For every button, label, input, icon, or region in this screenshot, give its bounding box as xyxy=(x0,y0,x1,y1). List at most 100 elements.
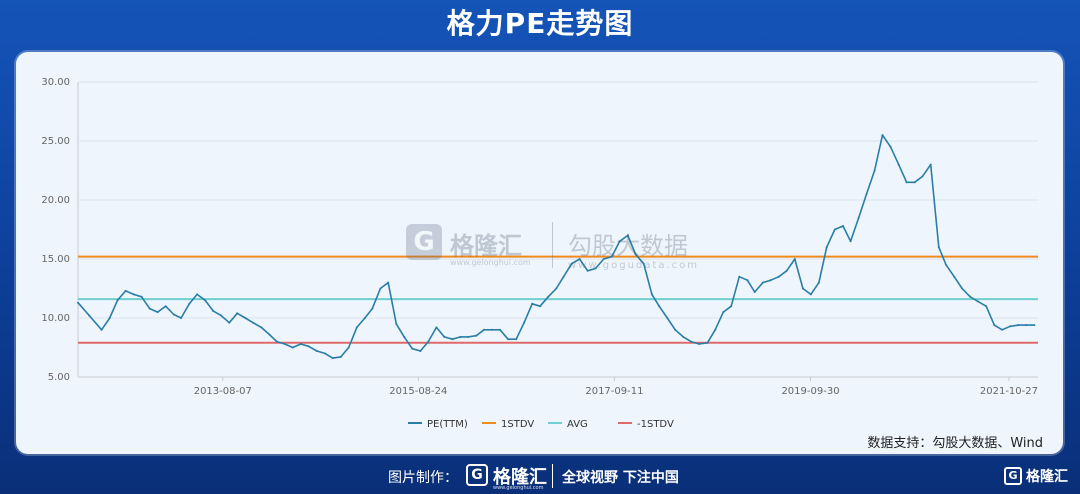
pe-ttm-point xyxy=(873,169,876,172)
pe-ttm-point xyxy=(443,335,446,338)
pe-ttm-point xyxy=(961,287,964,290)
pe-ttm-point xyxy=(435,326,438,329)
footer-slogan: 全球视野 下注中国 xyxy=(562,470,679,486)
pe-ttm-point xyxy=(626,234,629,237)
pe-ttm-point xyxy=(507,338,510,341)
pe-ttm-point xyxy=(793,258,796,260)
pe-ttm-point xyxy=(172,313,175,316)
pe-ttm-point xyxy=(427,340,430,343)
pe-ttm-point xyxy=(602,258,605,260)
y-tick-label: 10.00 xyxy=(41,313,70,324)
pe-ttm-point xyxy=(315,350,318,352)
footer-made-by: 图片制作： xyxy=(388,470,458,486)
pe-ttm-point xyxy=(674,328,677,331)
legend-label: -1STDV xyxy=(637,419,674,430)
pe-chart: 30.00 25.00 20.00 15.00 10.00 5.00 2013-08-07… xyxy=(41,77,1038,430)
footer: 图片制作： G 格隆汇 www.gelonghui.com 全球视野 下注中国 … xyxy=(0,458,1080,494)
pe-ttm-point xyxy=(682,335,685,338)
pe-ttm-point xyxy=(403,335,406,338)
pe-ttm-point xyxy=(459,335,462,338)
pe-ttm-point xyxy=(586,269,589,272)
pe-ttm-point xyxy=(307,345,310,348)
pe-ttm-point xyxy=(594,267,597,270)
pe-ttm-point xyxy=(842,225,844,227)
reference-lines xyxy=(78,255,1038,344)
footer-divider xyxy=(552,464,553,488)
pe-ttm-point xyxy=(268,333,271,336)
pe-ttm-point xyxy=(204,299,207,302)
pe-ttm-point xyxy=(897,163,900,166)
pe-ttm-point xyxy=(196,293,199,296)
series xyxy=(77,134,1036,360)
x-axis: 2013-08-07 2015-08-24 2017-09-11 2019-09-30… xyxy=(194,377,1038,397)
pe-ttm-point xyxy=(451,338,454,341)
pe-ttm-point xyxy=(746,279,749,282)
pe-ttm-point xyxy=(698,343,701,345)
pe-ttm-point xyxy=(945,263,948,266)
pe-ttm-point xyxy=(929,163,932,166)
pe-ttm-point xyxy=(323,352,326,355)
pe-ttm-point xyxy=(1009,325,1012,328)
pe-ttm-point xyxy=(889,145,892,148)
pe-ttm-point xyxy=(363,317,366,319)
pe-ttm-point xyxy=(761,281,764,284)
pe-ttm-point xyxy=(1001,328,1004,331)
x-tick-label: 2015-08-24 xyxy=(389,386,447,397)
pe-ttm-point xyxy=(881,134,884,137)
x-tick-label: 2021-10-27 xyxy=(980,386,1038,397)
pe-ttm-point xyxy=(100,328,103,331)
pe-ttm-point xyxy=(180,317,183,319)
pe-ttm-line xyxy=(77,134,1035,359)
pe-ttm-point xyxy=(785,269,788,272)
pe-ttm-point xyxy=(244,317,247,319)
pe-ttm-point xyxy=(331,357,334,360)
pe-ttm-point xyxy=(252,321,255,324)
pe-ttm-point xyxy=(299,343,302,345)
pe-ttm-point xyxy=(355,326,358,329)
pe-ttm-point xyxy=(937,246,940,249)
pe-ttm-point xyxy=(849,240,852,243)
pe-ttm-point xyxy=(148,307,151,310)
pe-ttm-point xyxy=(483,328,485,331)
pe-ttm-point xyxy=(578,258,581,260)
pe-ttm-point xyxy=(371,307,374,310)
pe-ttm-point xyxy=(124,289,127,292)
pe-ttm-point xyxy=(188,302,191,305)
footer-logo-icon: G xyxy=(466,464,488,486)
y-tick-label: 5.00 xyxy=(48,372,70,383)
pe-ttm-point xyxy=(658,305,661,308)
pe-ttm-point xyxy=(1033,324,1036,327)
pe-ttm-point xyxy=(690,340,693,343)
pe-ttm-point xyxy=(921,175,924,178)
pe-ttm-point xyxy=(865,193,868,196)
pe-ttm-point xyxy=(88,314,91,317)
pe-ttm-point xyxy=(475,334,478,337)
pe-ttm-point xyxy=(634,253,637,256)
pe-ttm-point xyxy=(857,216,860,219)
pe-ttm-point xyxy=(977,300,979,303)
y-tick-label: 25.00 xyxy=(41,136,70,147)
pe-ttm-point xyxy=(547,295,550,298)
pe-ttm-point xyxy=(562,275,565,278)
pe-ttm-point xyxy=(395,322,398,325)
pe-ttm-point xyxy=(714,328,717,331)
pe-ttm-point xyxy=(706,341,709,344)
pe-ttm-point xyxy=(164,305,167,308)
y-tick-label: 30.00 xyxy=(41,77,70,88)
pe-ttm-point xyxy=(769,279,772,282)
pe-ttm-point xyxy=(905,181,908,184)
pe-ttm-point xyxy=(953,275,956,278)
pe-ttm-point xyxy=(411,347,414,350)
pe-ttm-point xyxy=(499,328,501,331)
pe-ttm-point xyxy=(985,305,988,308)
pe-ttm-point xyxy=(666,317,669,319)
pe-ttm-point xyxy=(77,301,79,304)
pe-ttm-point xyxy=(419,350,422,352)
pe-ttm-point xyxy=(347,346,350,349)
pe-ttm-point xyxy=(618,240,621,243)
pe-ttm-point xyxy=(825,246,828,249)
pe-ttm-point xyxy=(833,228,836,231)
corner-logo-icon: G xyxy=(1004,467,1022,485)
y-tick-label: 15.00 xyxy=(41,254,70,265)
pe-ttm-point xyxy=(140,295,143,298)
